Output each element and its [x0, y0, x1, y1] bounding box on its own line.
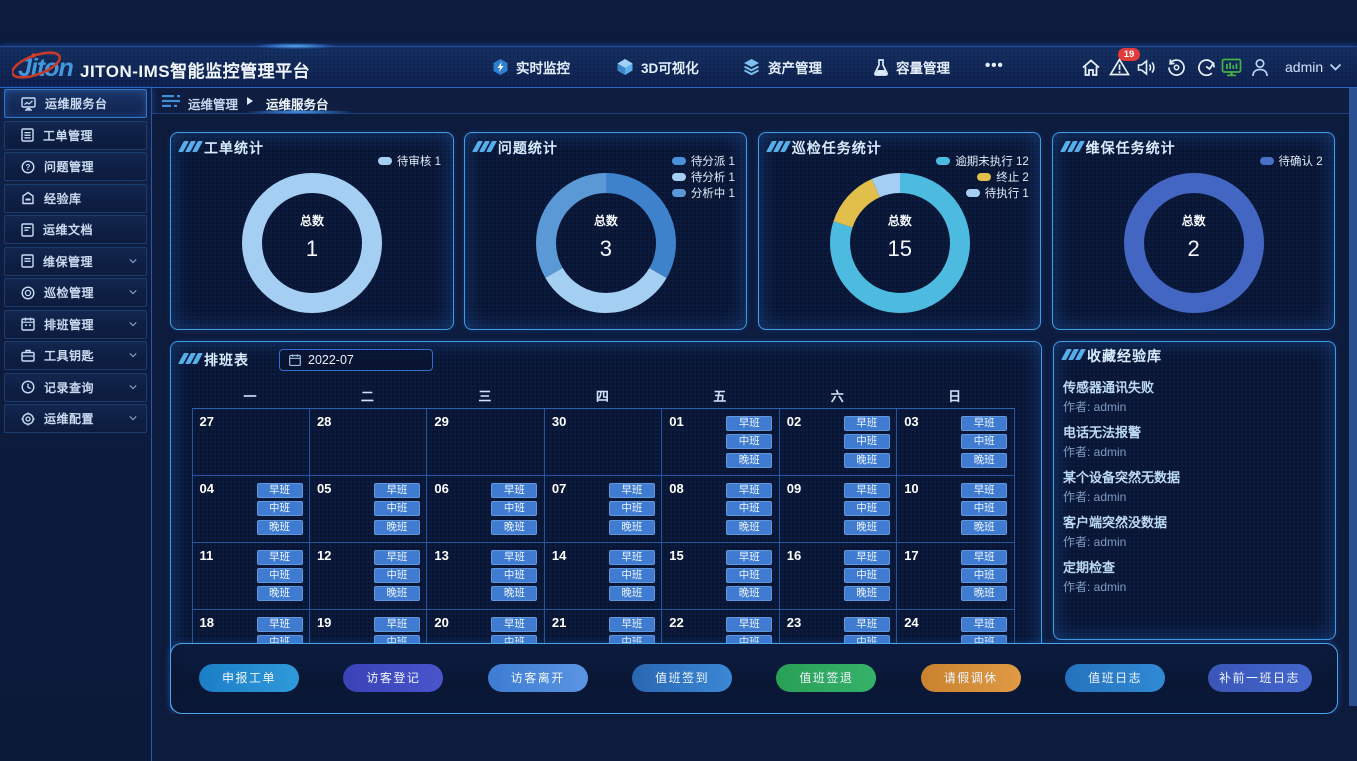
svg-text:?: ? [26, 163, 31, 172]
